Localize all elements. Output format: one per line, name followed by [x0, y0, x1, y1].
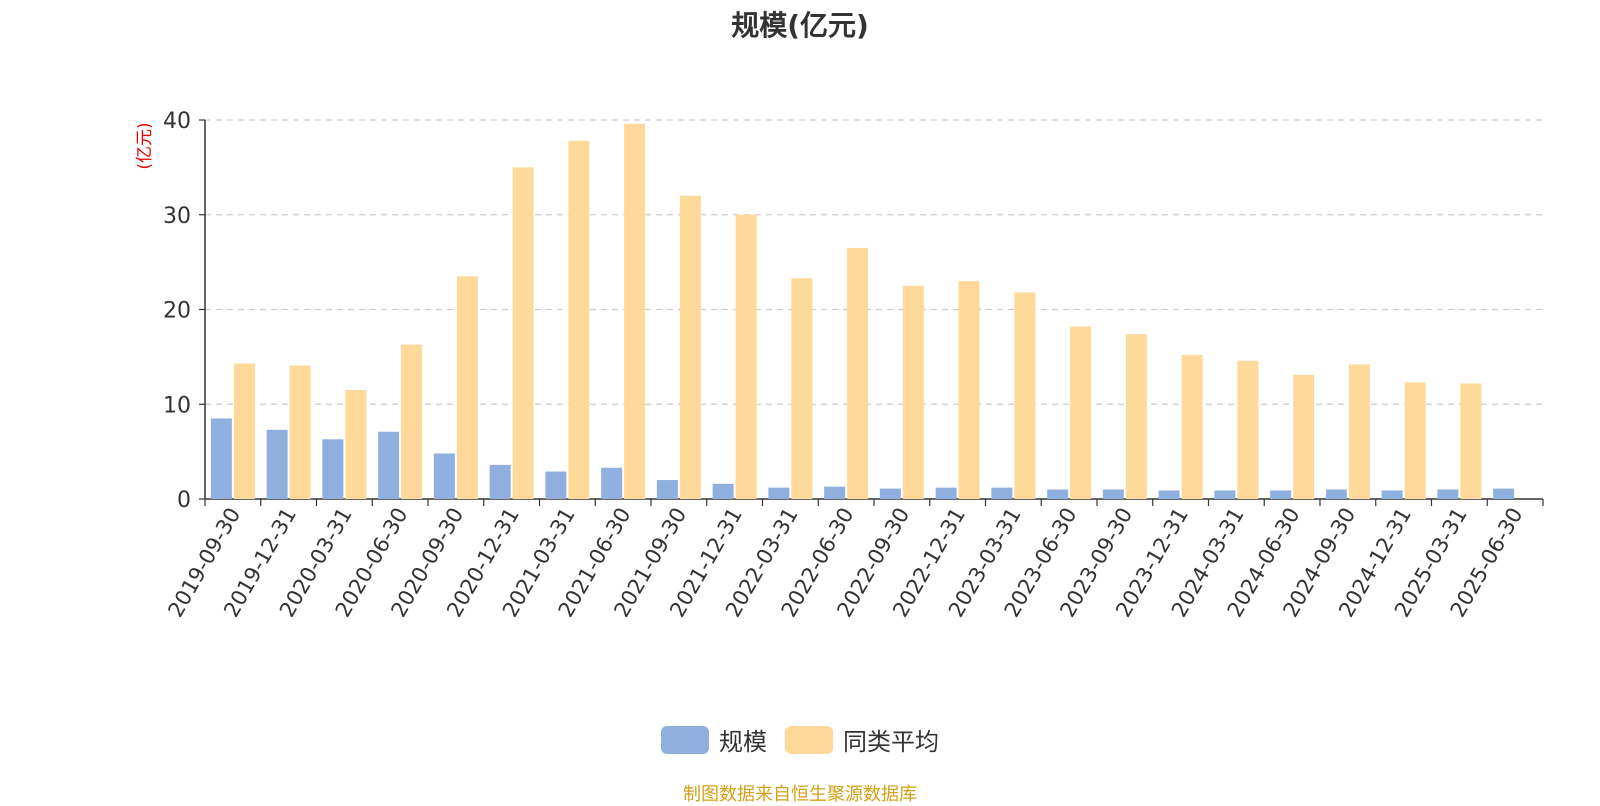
- bar-peer-average: [735, 214, 757, 499]
- bar-scale: [1158, 490, 1180, 499]
- bar-peer-average: [847, 247, 869, 499]
- bar-scale: [489, 464, 511, 499]
- y-tick-label: 10: [163, 393, 191, 418]
- bar-peer-average: [1460, 383, 1482, 499]
- bar-scale: [1270, 490, 1292, 499]
- bar-scale: [712, 483, 734, 499]
- bar-peer-average: [456, 276, 478, 499]
- bar-peer-average: [1070, 326, 1092, 499]
- bar-scale: [545, 471, 567, 499]
- bar-scale: [601, 467, 623, 499]
- bar-peer-average: [1348, 364, 1370, 499]
- bar-scale: [433, 453, 455, 499]
- bar-scale: [1325, 489, 1347, 499]
- bar-peer-average: [1125, 334, 1147, 499]
- bar-peer-average: [902, 285, 924, 499]
- bar-scale: [768, 487, 790, 499]
- bar-peer-average: [233, 363, 255, 499]
- bar-peer-average: [345, 390, 367, 499]
- bar-peer-average: [791, 278, 813, 499]
- bar-scale: [879, 488, 901, 499]
- y-tick-label: 20: [163, 299, 191, 324]
- bar-peer-average: [401, 344, 423, 499]
- legend-swatch-scale: [661, 725, 709, 754]
- bar-scale: [1047, 489, 1069, 499]
- bar-peer-average: [1293, 374, 1315, 499]
- legend-item-peer-average[interactable]: 同类平均: [785, 722, 939, 757]
- bar-peer-average: [568, 140, 590, 499]
- data-source-note: 制图数据来自恒生聚源数据库: [683, 784, 917, 805]
- bar-scale: [1214, 490, 1236, 499]
- bar-scale: [1493, 488, 1515, 499]
- bar-scale: [210, 418, 232, 499]
- legend-label-peer-average: 同类平均: [843, 728, 939, 756]
- bar-scale: [991, 487, 1013, 499]
- bar-scale: [824, 486, 846, 499]
- bar-peer-average: [1404, 382, 1426, 499]
- bar-peer-average: [289, 365, 311, 499]
- y-tick-label: 0: [177, 488, 191, 513]
- legend-item-scale[interactable]: 规模: [661, 722, 767, 757]
- y-axis-unit-label: (亿元): [135, 122, 155, 169]
- y-tick-label: 30: [163, 204, 191, 229]
- bar-peer-average: [624, 123, 646, 499]
- legend-swatch-peer-average: [785, 725, 833, 754]
- legend-label-scale: 规模: [719, 728, 767, 756]
- bar-peer-average: [1181, 354, 1203, 499]
- bar-scale: [1102, 489, 1124, 499]
- bar-peer-average: [512, 167, 534, 499]
- bar-peer-average: [958, 281, 980, 499]
- bar-peer-average: [1014, 292, 1036, 499]
- bar-peer-average: [679, 195, 701, 500]
- bar-scale: [1437, 489, 1459, 499]
- bar-scale: [935, 487, 957, 499]
- bar-scale: [656, 480, 678, 499]
- bar-scale: [266, 429, 288, 499]
- bar-scale: [322, 439, 344, 499]
- bar-scale: [378, 431, 400, 499]
- y-tick-label: 40: [163, 109, 191, 134]
- chart-title: 规模(亿元): [731, 9, 869, 42]
- bar-peer-average: [1237, 360, 1259, 499]
- bar-scale: [1381, 490, 1403, 499]
- legend: 规模 同类平均: [0, 722, 1600, 757]
